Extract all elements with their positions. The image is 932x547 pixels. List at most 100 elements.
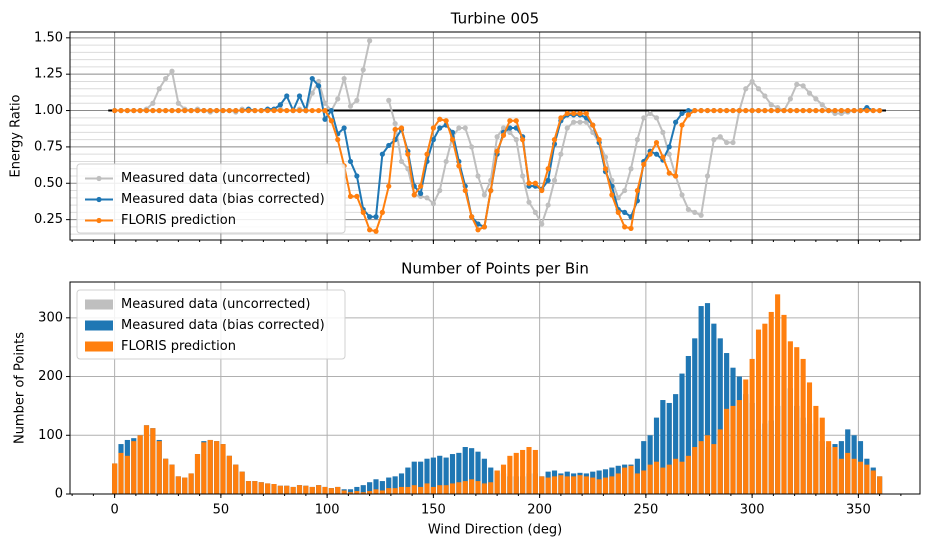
bar bbox=[685, 455, 691, 494]
data-point bbox=[622, 224, 628, 230]
data-point bbox=[653, 151, 660, 157]
bar bbox=[692, 338, 698, 494]
y-tick-label: 200 bbox=[38, 369, 63, 384]
bar bbox=[194, 454, 201, 494]
legend-label: FLORIS prediction bbox=[121, 213, 236, 228]
data-point bbox=[539, 187, 545, 194]
data-point bbox=[615, 195, 621, 201]
data-point bbox=[322, 107, 328, 114]
bar bbox=[398, 486, 405, 494]
data-point bbox=[666, 151, 672, 157]
data-point bbox=[462, 187, 468, 194]
data-point bbox=[290, 107, 296, 114]
data-point bbox=[328, 107, 334, 114]
bar bbox=[520, 449, 526, 494]
data-point bbox=[692, 209, 698, 215]
bar bbox=[124, 455, 130, 494]
bar bbox=[443, 457, 449, 494]
data-point bbox=[201, 107, 207, 114]
data-point bbox=[819, 107, 825, 114]
data-point bbox=[322, 116, 328, 122]
x-tick-label: 300 bbox=[740, 503, 765, 518]
bar bbox=[398, 473, 405, 494]
data-point bbox=[653, 139, 660, 146]
bar bbox=[449, 454, 456, 494]
data-point bbox=[481, 224, 487, 230]
data-point bbox=[309, 75, 315, 82]
subplot-title: Turbine 005 bbox=[450, 10, 539, 28]
data-point bbox=[175, 100, 181, 106]
bar bbox=[775, 294, 781, 494]
bar bbox=[832, 447, 838, 494]
bar bbox=[156, 441, 162, 494]
data-point bbox=[341, 75, 347, 82]
legend-marker bbox=[96, 196, 102, 203]
data-point bbox=[169, 68, 175, 74]
data-point bbox=[564, 110, 570, 117]
data-point bbox=[571, 119, 577, 125]
data-point bbox=[469, 214, 475, 220]
x-tick-label: 200 bbox=[527, 503, 552, 518]
data-point bbox=[736, 107, 742, 114]
data-point bbox=[730, 107, 736, 114]
data-point bbox=[507, 129, 513, 135]
data-point bbox=[857, 107, 864, 114]
bar bbox=[252, 481, 258, 494]
bar bbox=[545, 477, 551, 494]
bar bbox=[347, 492, 354, 494]
data-point bbox=[347, 193, 354, 199]
data-point bbox=[379, 151, 385, 157]
data-point bbox=[775, 107, 781, 114]
data-point bbox=[864, 107, 870, 114]
data-point bbox=[360, 209, 366, 215]
bar bbox=[864, 464, 870, 494]
data-point bbox=[724, 107, 730, 114]
data-point bbox=[622, 209, 628, 215]
bar bbox=[469, 448, 475, 494]
data-point bbox=[673, 173, 679, 179]
bar bbox=[711, 444, 717, 494]
bar bbox=[411, 485, 417, 494]
data-point bbox=[526, 199, 532, 205]
data-point bbox=[806, 107, 813, 114]
bar bbox=[271, 484, 277, 494]
bar bbox=[233, 464, 239, 494]
bar bbox=[755, 329, 762, 494]
bar bbox=[794, 347, 800, 494]
y-tick-label: 1.00 bbox=[34, 103, 63, 118]
data-point bbox=[284, 93, 290, 99]
data-point bbox=[826, 107, 832, 114]
data-point bbox=[526, 180, 532, 186]
bar bbox=[131, 441, 137, 494]
data-point bbox=[539, 221, 545, 227]
bar bbox=[220, 444, 226, 494]
bar bbox=[373, 489, 379, 494]
data-point bbox=[768, 107, 774, 114]
data-point bbox=[634, 137, 640, 143]
y-axis-label: Number of Points bbox=[13, 332, 28, 444]
data-point bbox=[354, 97, 360, 103]
data-point bbox=[373, 214, 379, 220]
y-tick-label: 0.50 bbox=[34, 176, 63, 191]
data-point bbox=[755, 107, 762, 114]
legend-label: Measured data (bias corrected) bbox=[121, 318, 325, 333]
bar bbox=[647, 464, 653, 494]
x-tick-label: 100 bbox=[315, 503, 340, 518]
bar bbox=[424, 483, 430, 494]
bar bbox=[456, 482, 462, 494]
data-point bbox=[787, 96, 793, 102]
data-point bbox=[507, 125, 513, 131]
data-point bbox=[124, 107, 130, 114]
data-point bbox=[794, 81, 800, 87]
bar bbox=[526, 447, 532, 494]
data-point bbox=[296, 107, 303, 114]
bar bbox=[245, 481, 252, 494]
bar bbox=[571, 476, 577, 494]
data-point bbox=[188, 107, 194, 114]
data-point bbox=[545, 202, 551, 208]
data-point bbox=[813, 107, 819, 114]
bar bbox=[475, 481, 481, 494]
data-point bbox=[800, 83, 806, 89]
data-point bbox=[762, 93, 768, 99]
data-point bbox=[424, 151, 430, 157]
